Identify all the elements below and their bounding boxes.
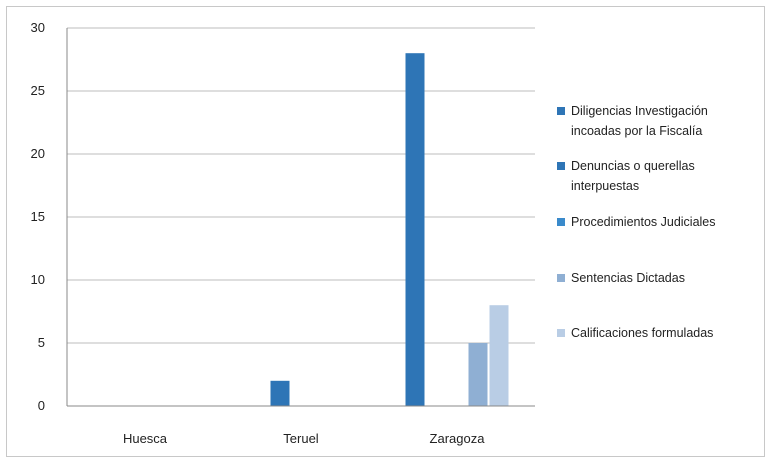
- y-tick-label: 25: [31, 83, 45, 98]
- x-category-label: Teruel: [283, 431, 319, 446]
- x-category-label: Zaragoza: [430, 431, 486, 446]
- bar: [490, 305, 509, 406]
- y-tick-label: 5: [38, 335, 45, 350]
- legend-label: Denuncias o querellas interpuestas: [571, 159, 695, 193]
- bar: [271, 381, 290, 406]
- bar: [406, 53, 425, 406]
- y-tick-label: 30: [31, 20, 45, 35]
- legend-label: Procedimientos Judiciales: [571, 215, 716, 229]
- legend-swatch: [557, 162, 565, 170]
- legend: Diligencias Investigación incoadas por la…: [557, 104, 716, 340]
- gridlines: [67, 28, 535, 406]
- bar: [469, 343, 488, 406]
- legend-label: Sentencias Dictadas: [571, 271, 685, 285]
- bars: [271, 53, 509, 406]
- x-category-label: Huesca: [123, 431, 168, 446]
- legend-swatch: [557, 218, 565, 226]
- y-tick-label: 15: [31, 209, 45, 224]
- legend-label: Calificaciones formuladas: [571, 326, 713, 340]
- x-axis-categories: Huesca Teruel Zaragoza: [123, 431, 485, 446]
- y-tick-label: 0: [38, 398, 45, 413]
- legend-swatch: [557, 107, 565, 115]
- y-tick-label: 20: [31, 146, 45, 161]
- legend-swatch: [557, 329, 565, 337]
- y-tick-label: 10: [31, 272, 45, 287]
- legend-label: Diligencias Investigación incoadas por la…: [571, 104, 708, 138]
- legend-swatch: [557, 274, 565, 282]
- y-axis-ticks: 0 5 10 15 20 25 30: [31, 20, 45, 413]
